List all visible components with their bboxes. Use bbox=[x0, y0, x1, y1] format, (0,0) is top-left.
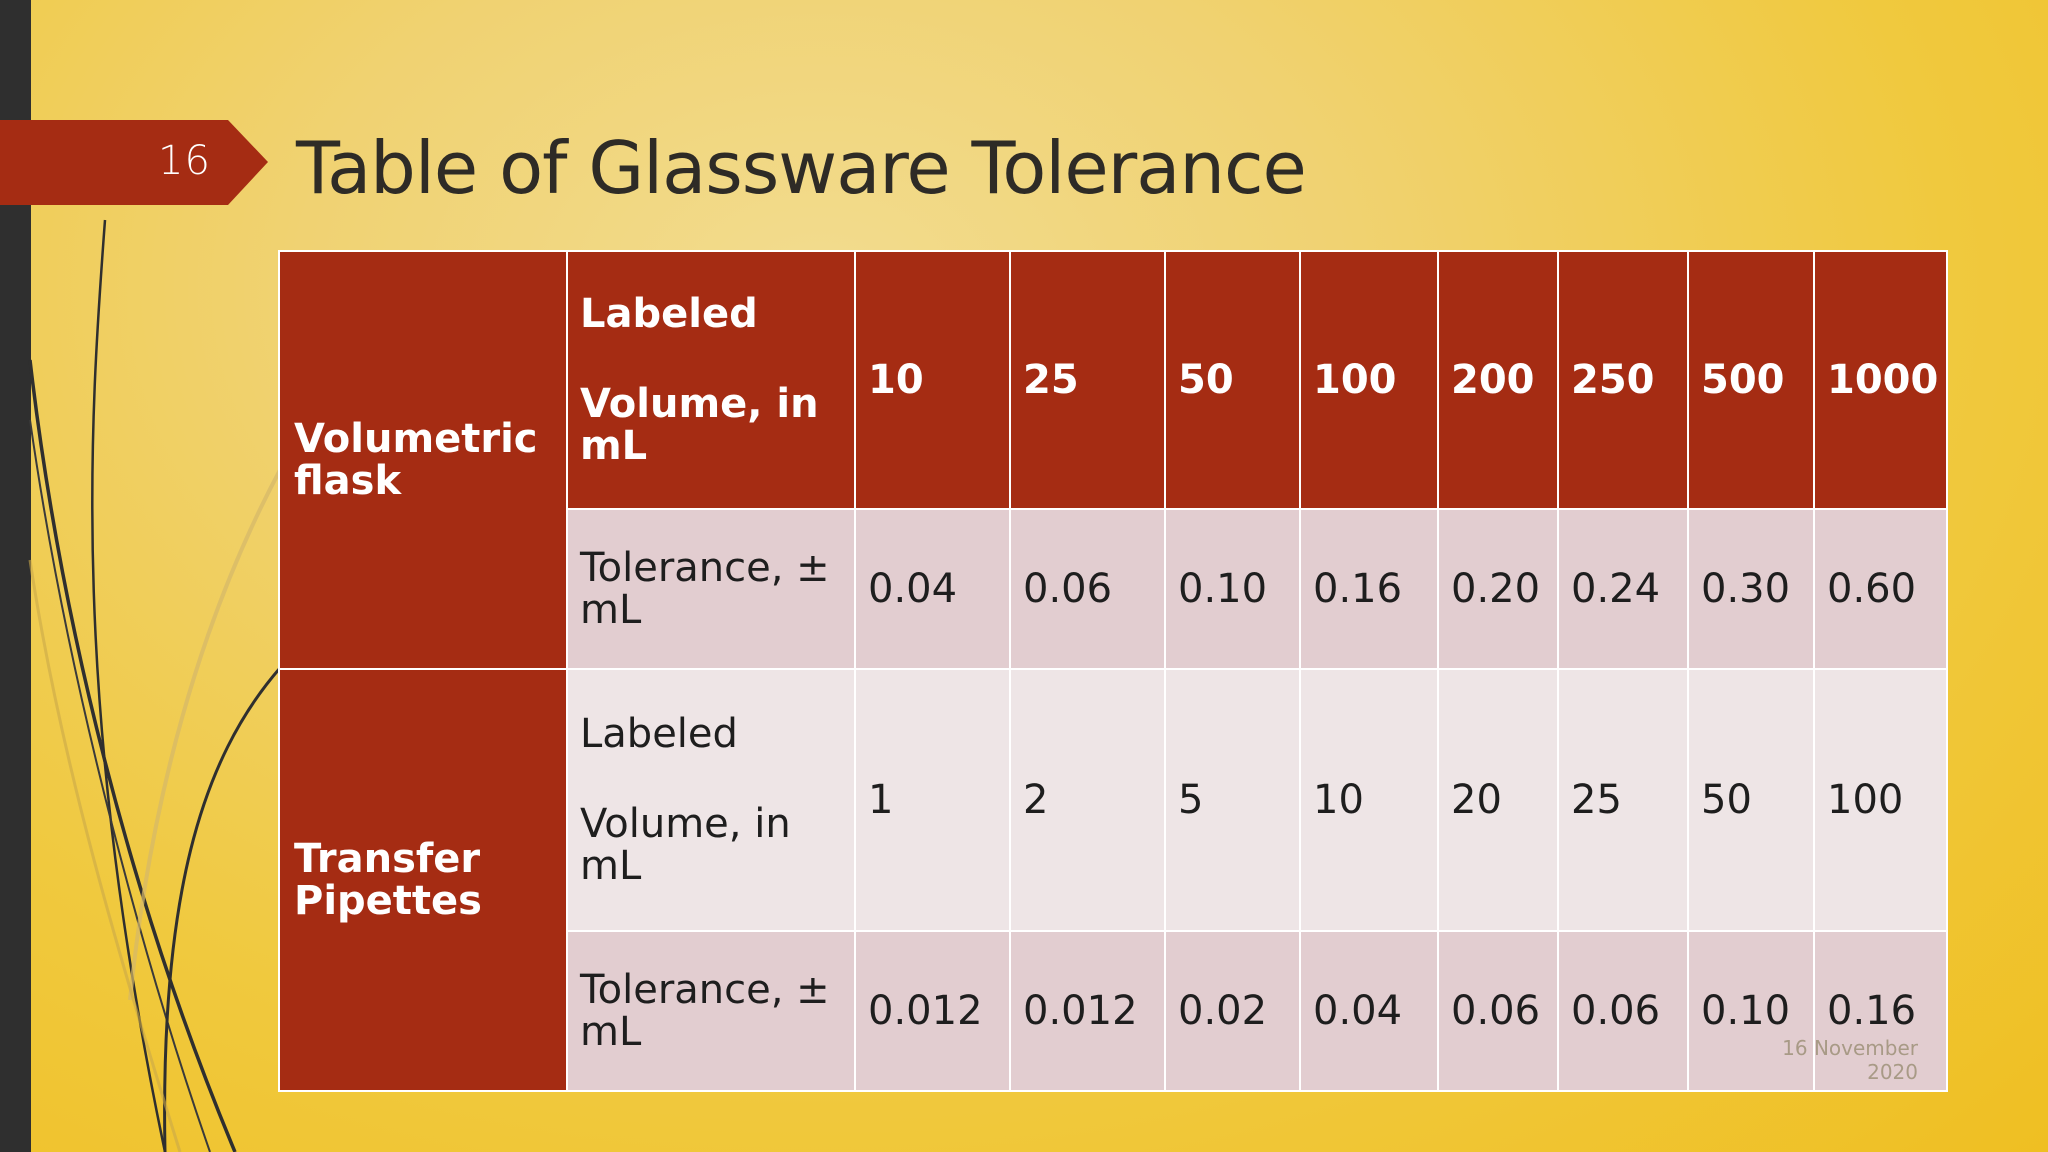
table-cell: 5 bbox=[1164, 668, 1301, 932]
group-label-transfer-pipettes: Transfer Pipettes bbox=[278, 668, 568, 1092]
table-cell: 20 bbox=[1437, 668, 1559, 932]
table-cell: 0.20 bbox=[1437, 508, 1559, 670]
table-cell: 0.06 bbox=[1557, 930, 1689, 1092]
table-cell: 0.30 bbox=[1687, 508, 1815, 670]
table-cell: 0.06 bbox=[1009, 508, 1166, 670]
table-cell: 25 bbox=[1557, 668, 1689, 932]
row-label-line: Labeled bbox=[580, 291, 758, 337]
table-cell: 250 bbox=[1557, 250, 1689, 510]
table-cell: 0.24 bbox=[1557, 508, 1689, 670]
row-label-line: Volume, in mL bbox=[580, 801, 791, 889]
table-cell: 0.02 bbox=[1164, 930, 1301, 1092]
table-cell: 1 bbox=[854, 668, 1011, 932]
group-label-volumetric-flask: Volumetric flask bbox=[278, 250, 568, 670]
table-cell: 0.10 bbox=[1687, 930, 1815, 1092]
table-cell: 0.60 bbox=[1813, 508, 1948, 670]
table-cell: 0.16 bbox=[1299, 508, 1439, 670]
table-cell: 200 bbox=[1437, 250, 1559, 510]
table-cell: 25 bbox=[1009, 250, 1166, 510]
glassware-tolerance-table: Volumetric flask Labeled Volume, in mL 1… bbox=[278, 250, 1948, 1092]
table-cell: 0.012 bbox=[1009, 930, 1166, 1092]
row-label-line: Volume, in mL bbox=[580, 381, 819, 469]
table-cell: 50 bbox=[1164, 250, 1301, 510]
row-label-tolerance: Tolerance, ± mL bbox=[566, 508, 856, 670]
table-cell: 0.04 bbox=[1299, 930, 1439, 1092]
table-cell: 0.012 bbox=[854, 930, 1011, 1092]
table-cell: 10 bbox=[1299, 668, 1439, 932]
slide-title: Table of Glassware Tolerance bbox=[296, 126, 1307, 210]
row-label-labeled-volume: Labeled Volume, in mL bbox=[566, 250, 856, 510]
row-label-labeled-volume: Labeled Volume, in mL bbox=[566, 668, 856, 932]
table-row: Volumetric flask Labeled Volume, in mL 1… bbox=[278, 250, 1948, 670]
table-row: Tolerance, ± mL 0.012 0.012 0.02 0.04 0.… bbox=[279, 930, 1948, 1092]
table-cell: 0.06 bbox=[1437, 930, 1559, 1092]
row-label-line: Labeled bbox=[580, 711, 738, 757]
slide-date: 16 November 2020 bbox=[1782, 1036, 1918, 1084]
table-row: Transfer Pipettes Labeled Volume, in mL … bbox=[278, 668, 1948, 1092]
table-cell: 500 bbox=[1687, 250, 1815, 510]
table-row: Tolerance, ± mL 0.04 0.06 0.10 0.16 0.20… bbox=[279, 508, 1948, 670]
table-cell: 10 bbox=[854, 250, 1011, 510]
row-label-tolerance: Tolerance, ± mL bbox=[566, 930, 856, 1092]
table-cell: 100 bbox=[1299, 250, 1439, 510]
table-cell: 0.16 bbox=[1813, 930, 1948, 1092]
table-cell: 100 bbox=[1813, 668, 1948, 932]
table-cell: 0.10 bbox=[1164, 508, 1301, 670]
table-cell: 1000 bbox=[1813, 250, 1948, 510]
table-cell: 2 bbox=[1009, 668, 1166, 932]
table-cell: 0.04 bbox=[854, 508, 1011, 670]
table-cell: 50 bbox=[1687, 668, 1815, 932]
slide-number-tag bbox=[0, 120, 268, 205]
slide-number: 16 bbox=[158, 138, 211, 184]
